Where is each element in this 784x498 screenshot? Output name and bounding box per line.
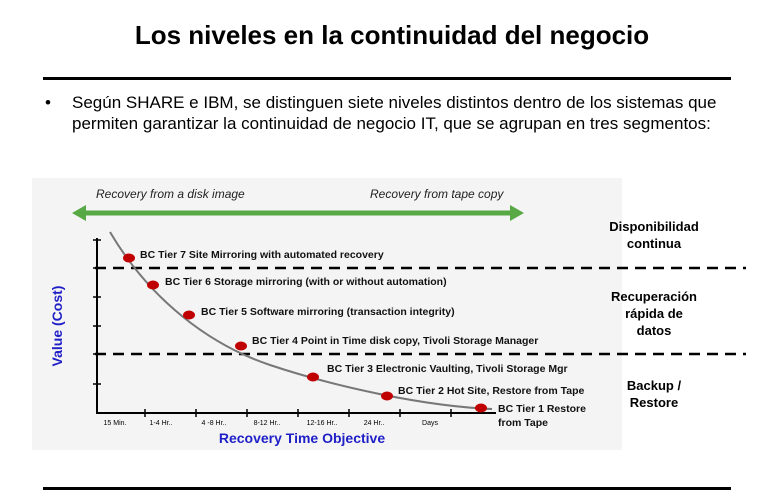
bullet-point: • Según SHARE e IBM, se distinguen siete… xyxy=(45,92,735,134)
segment-line: Backup / xyxy=(626,378,682,393)
tier-5-label: BC Tier 5 Software mirroring (transactio… xyxy=(201,306,455,318)
segment-line: continua xyxy=(626,236,682,251)
arrow-left-label: Recovery from a disk image xyxy=(96,187,245,201)
title-divider xyxy=(43,77,731,80)
x-tick-label: 4 -8 Hr.. xyxy=(202,420,227,427)
segment-line: datos xyxy=(636,323,672,338)
x-tick-label: 1-4 Hr.. xyxy=(150,420,173,427)
segment-label-backup-restore: Backup / Restore xyxy=(579,377,729,411)
x-axis-title: Recovery Time Objective xyxy=(219,430,385,446)
tier-1-marker xyxy=(475,403,487,413)
x-axis xyxy=(96,409,496,417)
x-tick-label: 24 Hr.. xyxy=(364,420,385,427)
tier-2-label: BC Tier 2 Hot Site, Restore from Tape xyxy=(398,385,584,397)
arrow-right-label: Recovery from tape copy xyxy=(370,187,504,201)
diagram-background xyxy=(32,178,622,450)
tier-3-label: BC Tier 3 Electronic Vaulting, Tivoli St… xyxy=(327,363,568,375)
cost-curve xyxy=(109,231,493,410)
x-tick-label: 15 Min. xyxy=(104,420,127,427)
tier-3-marker xyxy=(307,372,319,382)
bullet-text: Según SHARE e IBM, se distinguen siete n… xyxy=(72,93,717,133)
bullet-marker: • xyxy=(45,93,51,112)
tier-2-marker xyxy=(381,391,393,401)
tier-4-label: BC Tier 4 Point in Time disk copy, Tivol… xyxy=(252,335,538,347)
x-tick-label: 8-12 Hr.. xyxy=(254,420,281,427)
tier-7-label: BC Tier 7 Site Mirroring with automated … xyxy=(140,249,384,261)
segment-label-rapid-recovery: Recuperación rápida de datos xyxy=(579,288,729,339)
tier-7-marker xyxy=(123,253,135,263)
segment-line: rápida de xyxy=(625,306,683,321)
y-axis-title: Value (Cost) xyxy=(49,286,65,367)
page-title: Los niveles en la continuidad del negoci… xyxy=(134,20,650,50)
tier-4-marker xyxy=(235,341,247,351)
segment-line: Disponibilidad xyxy=(609,219,699,234)
tier-1-label-line2: from Tape xyxy=(498,417,548,429)
tier-1-label: BC Tier 1 Restore xyxy=(498,403,586,415)
tier-6-label: BC Tier 6 Storage mirroring (with or wit… xyxy=(165,276,447,288)
tier-6-marker xyxy=(147,280,159,290)
recovery-arrow xyxy=(72,205,524,221)
tier-5-marker xyxy=(183,310,195,320)
segment-line: Recuperación xyxy=(611,289,697,304)
segment-label-continuous-availability: Disponibilidad continua xyxy=(579,218,729,252)
footer-divider xyxy=(43,487,731,490)
y-axis xyxy=(93,238,101,414)
x-tick-label: 12-16 Hr.. xyxy=(307,420,338,427)
segment-line: Restore xyxy=(629,395,679,410)
x-tick-label: Days xyxy=(422,420,438,427)
